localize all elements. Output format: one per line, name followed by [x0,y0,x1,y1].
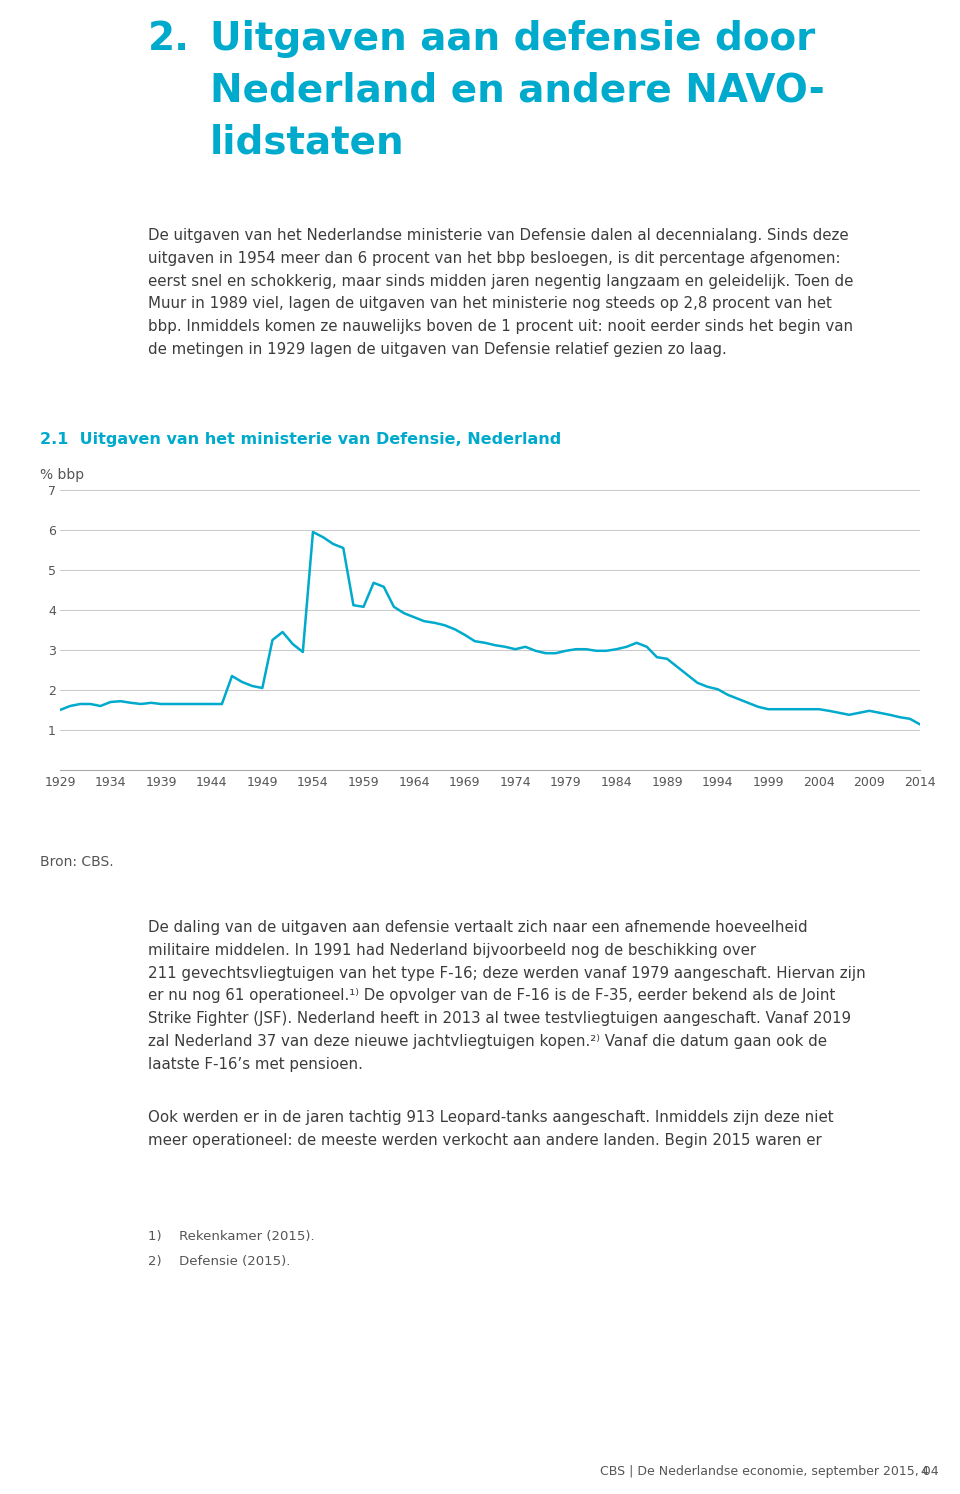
Text: 2)  Defensie (2015).: 2) Defensie (2015). [148,1255,290,1268]
Text: 1)  Rekenkamer (2015).: 1) Rekenkamer (2015). [148,1230,315,1243]
Text: lidstaten: lidstaten [210,124,404,161]
Text: Ook werden er in de jaren tachtig 913 Leopard-tanks aangeschaft. Inmiddels zijn : Ook werden er in de jaren tachtig 913 Le… [148,1110,833,1147]
Text: De uitgaven van het Nederlandse ministerie van Defensie dalen al decennialang. S: De uitgaven van het Nederlandse minister… [148,229,853,357]
Text: Nederland en andere NAVO-: Nederland en andere NAVO- [210,72,825,111]
Text: 4: 4 [920,1466,928,1478]
Text: CBS | De Nederlandse economie, september 2015, 04: CBS | De Nederlandse economie, september… [600,1466,939,1478]
Text: De daling van de uitgaven aan defensie vertaalt zich naar een afnemende hoeveelh: De daling van de uitgaven aan defensie v… [148,920,866,1071]
Text: 2.1  Uitgaven van het ministerie van Defensie, Nederland: 2.1 Uitgaven van het ministerie van Defe… [40,432,562,447]
Text: Bron: CBS.: Bron: CBS. [40,855,113,870]
Text: Uitgaven aan defensie door: Uitgaven aan defensie door [210,19,815,58]
Text: 2.: 2. [148,19,190,58]
Text: % bbp: % bbp [40,468,84,483]
